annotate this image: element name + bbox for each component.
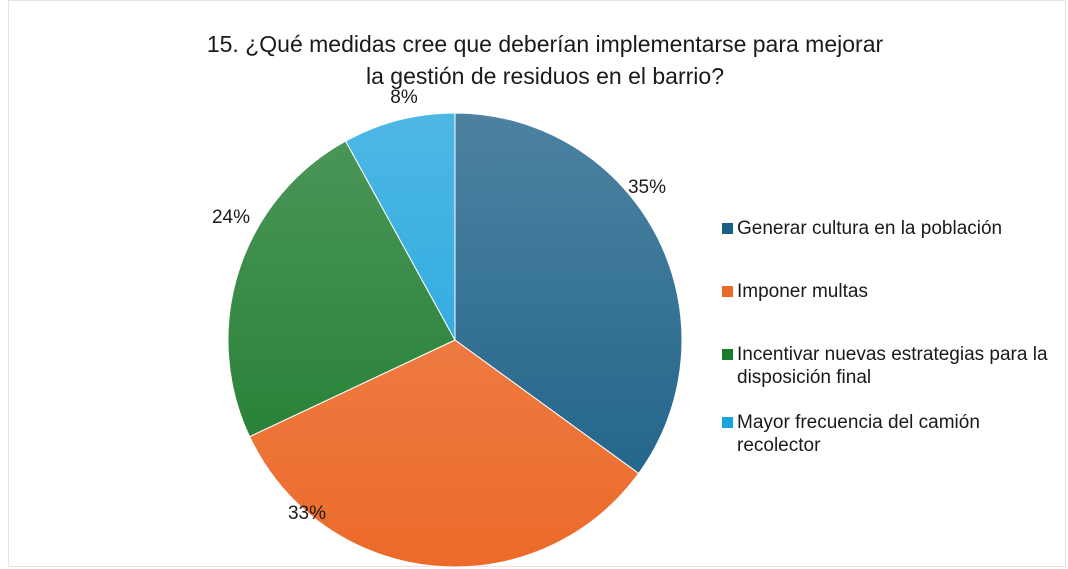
- legend-swatch: [722, 286, 733, 297]
- data-label: 8%: [390, 87, 418, 108]
- legend-swatch: [722, 223, 733, 234]
- legend-item: Incentivar nuevas estrategias para la di…: [722, 343, 1065, 389]
- legend-swatch: [722, 417, 733, 428]
- chart-title: 15. ¿Qué medidas cree que deberían imple…: [207, 31, 884, 57]
- legend-label: Imponer multas: [737, 281, 868, 302]
- legend-label: Incentivar nuevas estrategias para la di…: [737, 344, 1048, 388]
- legend-label: Mayor frecuencia del camión recolector: [737, 412, 980, 456]
- data-label: 35%: [628, 177, 666, 198]
- legend-item: Generar cultura en la población: [722, 217, 1065, 240]
- legend-item: Mayor frecuencia del camión recolector: [722, 411, 1065, 457]
- legend-swatch: [722, 349, 733, 360]
- chart-title: la gestión de residuos en el barrio?: [366, 63, 724, 89]
- legend-label: Generar cultura en la población: [737, 218, 1003, 239]
- data-label: 33%: [288, 503, 326, 524]
- legend-item: Imponer multas: [722, 280, 1065, 303]
- data-label: 24%: [212, 207, 250, 228]
